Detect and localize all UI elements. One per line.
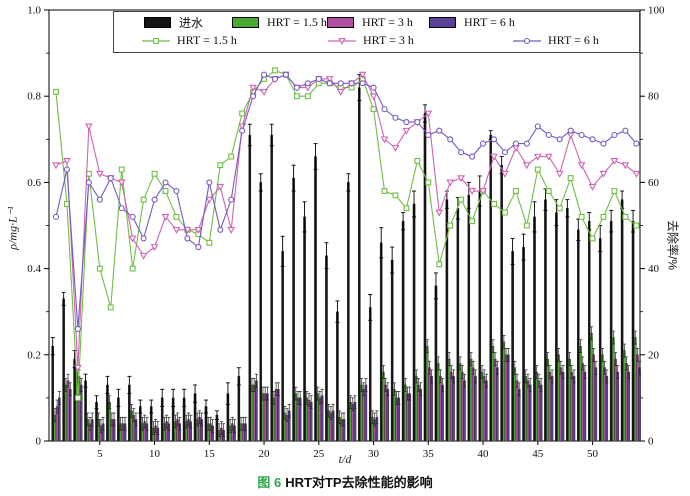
svg-text:50: 50 — [587, 448, 599, 460]
svg-text:30: 30 — [368, 448, 380, 460]
figure-caption: 图 6 HRT对TP去除性能的影响 — [0, 472, 690, 491]
svg-text:10: 10 — [149, 448, 161, 460]
legend-item-hrt6-line: HRT = 6 h — [512, 33, 599, 47]
legend-label-hrt15-line: HRT = 1.5 h — [177, 33, 237, 47]
svg-text:100: 100 — [648, 5, 665, 17]
svg-text:5: 5 — [97, 448, 103, 460]
caption-text: HRT对TP去除性能的影响 — [285, 475, 433, 490]
svg-text:0: 0 — [648, 436, 654, 448]
hrt3-bar-swatch-icon — [327, 17, 354, 28]
svg-text:15: 15 — [204, 448, 216, 460]
svg-text:60: 60 — [648, 177, 660, 189]
svg-text:20: 20 — [259, 448, 271, 460]
svg-text:35: 35 — [423, 448, 435, 460]
legend-item-hrt3-bar: HRT = 3 h — [327, 15, 413, 29]
legend-item-hrt3-line: HRT = 3 h — [327, 33, 414, 47]
legend-label-influent: 进水 — [179, 16, 204, 30]
svg-text:0.8: 0.8 — [27, 91, 41, 103]
caption-number: 图 6 — [257, 475, 282, 490]
legend-label-hrt6-line: HRT = 6 h — [548, 33, 599, 47]
hrt6-bar-swatch-icon — [429, 17, 456, 28]
svg-text:40: 40 — [648, 263, 660, 275]
legend-label-hrt3-line: HRT = 3 h — [363, 33, 414, 47]
hrt6-line-marker-icon — [513, 37, 541, 44]
legend-label-hrt15-bar: HRT = 1.5 h — [267, 15, 327, 29]
x-axis-label: t/d — [338, 452, 352, 466]
legend-item-hrt6-bar: HRT = 6 h — [429, 15, 515, 29]
hrt15-bar-swatch-icon — [232, 17, 259, 28]
legend-item-hrt15-bar: HRT = 1.5 h — [232, 15, 327, 29]
influent-bar-swatch-icon — [144, 17, 171, 28]
y-axis-label-left: ρ/mg·L⁻¹ — [5, 206, 20, 250]
legend-label-hrt6-bar: HRT = 6 h — [464, 15, 515, 29]
y-axis-label-right: 去除率/% — [665, 219, 680, 271]
svg-text:45: 45 — [532, 448, 544, 460]
svg-text:1.0: 1.0 — [27, 5, 41, 17]
svg-text:0: 0 — [36, 436, 42, 448]
hrt15-line-marker-icon — [142, 37, 170, 44]
legend-item-hrt15-line: HRT = 1.5 h — [141, 33, 237, 47]
svg-text:0.2: 0.2 — [27, 349, 41, 361]
hrt3-line-marker-icon — [328, 37, 356, 45]
legend-label-hrt3-bar: HRT = 3 h — [362, 15, 413, 29]
legend-item-influent: 进水 — [144, 16, 204, 30]
svg-text:20: 20 — [648, 349, 660, 361]
svg-text:0.6: 0.6 — [27, 177, 41, 189]
svg-text:80: 80 — [648, 91, 660, 103]
svg-text:0.4: 0.4 — [27, 263, 41, 275]
svg-text:40: 40 — [478, 448, 490, 460]
chart-legend: 进水 HRT = 1.5 h HRT = 3 h HRT = 6 h HRT =… — [113, 11, 640, 53]
svg-text:25: 25 — [313, 448, 325, 460]
